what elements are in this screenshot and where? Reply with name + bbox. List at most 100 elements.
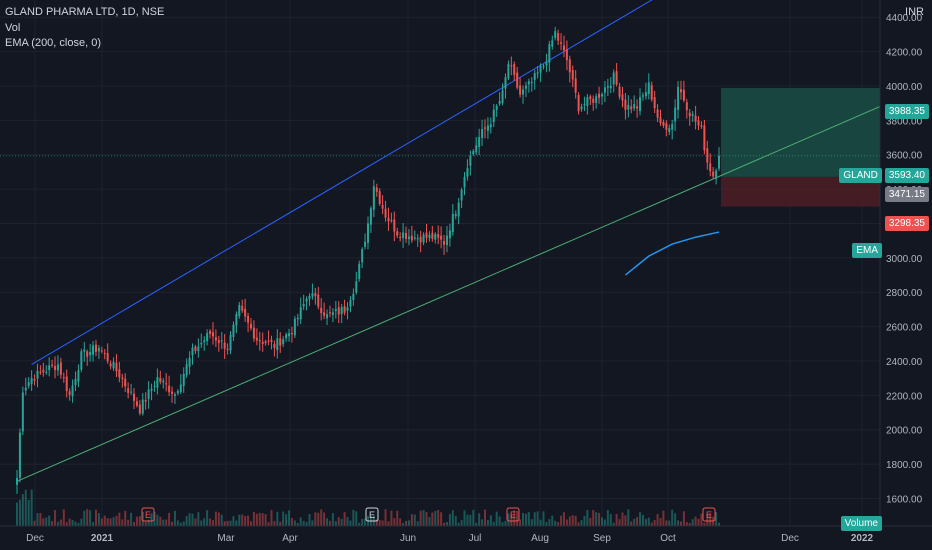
volume-bar xyxy=(229,520,232,526)
volume-bar xyxy=(62,509,65,526)
candlestick-series xyxy=(16,26,720,494)
earnings-marker-box xyxy=(365,507,379,522)
volume-bar xyxy=(577,522,580,526)
candle-body xyxy=(422,234,425,243)
candle-body xyxy=(478,137,481,147)
position-zones xyxy=(0,87,880,207)
volume-bar xyxy=(94,509,97,526)
candle-body xyxy=(454,214,457,217)
volume-bar xyxy=(179,522,182,526)
volume-bar xyxy=(679,521,682,526)
candle-body xyxy=(533,73,536,80)
candle-body xyxy=(235,314,238,326)
candle-body xyxy=(443,241,446,245)
volume-bar xyxy=(59,519,62,526)
candle-body xyxy=(21,392,24,432)
volume-bar xyxy=(42,518,45,526)
volume-bar xyxy=(182,521,185,526)
candle-body xyxy=(539,66,542,73)
volume-bar xyxy=(530,519,533,526)
candle-body xyxy=(562,45,565,51)
time-axis[interactable]: Dec 2021 Mar Apr Jun Jul Aug Sep Oct Dec 2022 xyxy=(0,525,932,544)
volume-bar xyxy=(270,510,273,526)
candle-body xyxy=(674,107,677,122)
candle-body xyxy=(92,345,95,355)
earnings-marker: E xyxy=(365,507,379,522)
ema-indicator-label[interactable]: EMA (200, close, 0) xyxy=(5,37,101,49)
ema-line xyxy=(624,231,720,276)
candle-body xyxy=(519,85,522,95)
candle-body xyxy=(191,347,194,356)
candle-body xyxy=(288,333,291,337)
volume-bar xyxy=(589,517,592,526)
stop-price-tag: 3298.35 xyxy=(884,216,929,231)
candle-body xyxy=(33,379,36,381)
volume-bar xyxy=(437,509,440,526)
volume-bar xyxy=(27,500,30,526)
currency-label[interactable]: INR xyxy=(905,6,924,18)
volume-bar xyxy=(343,512,346,526)
volume-bar xyxy=(507,513,510,526)
volume-bar xyxy=(548,519,551,526)
candle-body xyxy=(127,388,130,394)
volume-bar xyxy=(463,510,466,526)
candle-body xyxy=(378,191,381,204)
volume-bar xyxy=(16,502,18,526)
volume-bar xyxy=(317,512,320,526)
x-tick-label: Mar xyxy=(217,533,235,544)
candle-body xyxy=(103,352,106,354)
volume-indicator-label[interactable]: Vol xyxy=(5,21,21,34)
candle-body xyxy=(545,61,548,66)
candle-body xyxy=(176,390,179,394)
volume-bar xyxy=(214,511,217,526)
candle-body xyxy=(484,127,486,129)
candle-body xyxy=(331,312,334,315)
candle-body xyxy=(437,234,440,238)
volume-bar xyxy=(68,518,71,526)
x-tick-label: 2021 xyxy=(91,533,114,544)
candle-body xyxy=(387,217,390,222)
volume-bar xyxy=(302,520,305,526)
ema-price-tag: EMA xyxy=(852,243,882,258)
volume-bar xyxy=(238,514,241,526)
candle-body xyxy=(226,348,229,350)
volume-bar xyxy=(36,513,39,526)
candle-body xyxy=(59,362,62,375)
volume-bar xyxy=(621,512,624,526)
volume-bar xyxy=(115,515,118,526)
candle-body xyxy=(580,106,583,110)
candle-body xyxy=(486,125,489,131)
candle-body xyxy=(715,170,718,179)
volume-bar xyxy=(715,511,718,526)
candle-body xyxy=(323,312,326,316)
volume-bar xyxy=(522,513,525,526)
candle-body xyxy=(507,64,510,79)
volume-bar xyxy=(288,510,291,526)
volume-bar xyxy=(252,511,255,526)
volume-bar xyxy=(504,520,507,526)
x-tick-label: Apr xyxy=(282,533,298,544)
candle-body xyxy=(250,323,252,329)
volume-bar xyxy=(598,512,601,526)
candle-body xyxy=(273,343,276,348)
volume-bar xyxy=(250,521,252,526)
volume-bar xyxy=(48,515,51,526)
candle-body xyxy=(568,59,571,73)
volume-bar xyxy=(682,511,685,526)
volume-bar xyxy=(641,514,644,526)
y-tick-label: 4400.00 xyxy=(886,13,923,24)
volume-bar xyxy=(396,510,399,526)
volume-bar xyxy=(636,517,639,526)
candle-body xyxy=(583,104,586,106)
volume-bar xyxy=(200,520,203,526)
volume-bar xyxy=(519,519,522,526)
candle-body xyxy=(314,293,317,297)
candle-body xyxy=(469,155,472,166)
volume-bar xyxy=(135,516,138,526)
volume-bar xyxy=(223,521,226,526)
entry-price-tag: 3471.15 xyxy=(884,187,929,202)
channel-lower-line xyxy=(16,106,881,482)
candle-body xyxy=(691,113,694,116)
